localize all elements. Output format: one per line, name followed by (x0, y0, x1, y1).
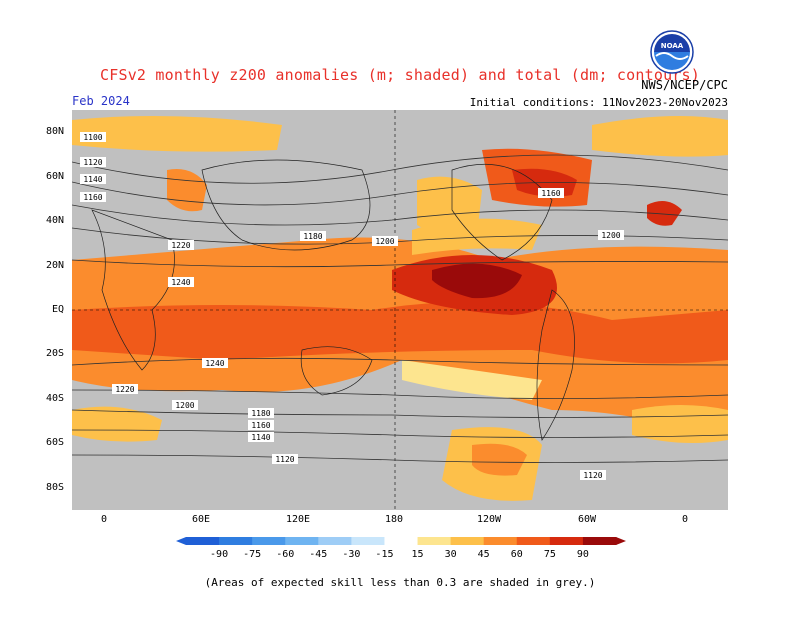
forecast-month: Feb 2024 (72, 94, 130, 108)
colorbar-swatch (384, 537, 419, 545)
contour-label: 1200 (175, 401, 194, 410)
lat-label: 60N (46, 171, 65, 182)
contour-label: 1100 (83, 133, 102, 142)
lat-label: 40S (46, 393, 65, 404)
colorbar-tick-label: -60 (276, 549, 294, 559)
contour-label: 1120 (583, 471, 602, 480)
lon-label: 0 (682, 514, 689, 525)
contour-label: 1160 (541, 189, 560, 198)
colorbar-swatch (417, 537, 452, 545)
contour-label: 1140 (83, 175, 102, 184)
colorbar-swatch (186, 537, 220, 545)
colorbar-swatch (318, 537, 352, 545)
contour-label: 1180 (303, 232, 322, 241)
contour-label: 1240 (171, 278, 190, 287)
colorbar-swatch (582, 537, 617, 545)
colorbar-tick-label: -15 (375, 549, 393, 559)
colorbar-swatch (549, 537, 584, 545)
colorbar-left-arrow (176, 537, 186, 545)
lon-label: 60W (578, 514, 597, 525)
lat-label: 80S (46, 482, 65, 493)
colorbar-tick-label: -45 (309, 549, 327, 559)
lon-label: 0 (101, 514, 108, 525)
lon-label: 120E (286, 514, 311, 525)
colorbar-tick-label: 15 (412, 549, 424, 559)
noaa-logo: NOAA (650, 30, 694, 74)
colorbar-swatch (285, 537, 319, 545)
colorbar-tick-label: 75 (544, 549, 556, 559)
lat-label: 80N (46, 126, 65, 137)
contour-label: 1220 (171, 241, 190, 250)
lat-label: 20N (46, 260, 65, 271)
colorbar-swatch (219, 537, 253, 545)
initial-conditions: Initial conditions: 11Nov2023-20Nov2023 (469, 96, 728, 109)
contour-label: 1220 (115, 385, 134, 394)
agency-label: NWS/NCEP/CPC (641, 78, 728, 92)
colorbar-tick-label: 45 (478, 549, 490, 559)
lat-label: 40N (46, 215, 65, 226)
colorbar-tick-label: -30 (342, 549, 360, 559)
colorbar-swatch (351, 537, 385, 545)
colorbar-tick-label: -90 (210, 549, 228, 559)
colorbar-swatch (450, 537, 485, 545)
lon-label: 120W (477, 514, 502, 525)
colorbar-tick-label: 60 (511, 549, 523, 559)
contour-label: 1120 (275, 455, 294, 464)
lat-label: 60S (46, 437, 65, 448)
contour-label: 1140 (251, 433, 270, 442)
contour-label: 1160 (251, 421, 270, 430)
colorbar: -90 -75 -60 -45 -30 -15 15 30 45 60 75 90 (176, 537, 626, 559)
map-title: CFSv2 monthly z200 anomalies (m; shaded)… (100, 66, 700, 84)
colorbar-swatch (516, 537, 551, 545)
contour-label: 1200 (375, 237, 394, 246)
contour-label: 1160 (83, 193, 102, 202)
lon-label: 60E (192, 514, 211, 525)
contour-label: 1180 (251, 409, 270, 418)
colorbar-tick-label: 90 (577, 549, 589, 559)
colorbar-swatch (483, 537, 518, 545)
skill-footnote: (Areas of expected skill less than 0.3 a… (204, 576, 596, 589)
colorbar-swatch (252, 537, 286, 545)
colorbar-right-arrow (616, 537, 626, 545)
lon-label: 180 (385, 514, 404, 525)
contour-label: 1120 (83, 158, 102, 167)
noaa-logo-text: NOAA (661, 42, 684, 50)
colorbar-tick-label: 30 (445, 549, 457, 559)
lat-label: 20S (46, 348, 65, 359)
lat-label: EQ (52, 304, 65, 315)
contour-label: 1200 (601, 231, 620, 240)
contour-label: 1240 (205, 359, 224, 368)
colorbar-tick-label: -75 (243, 549, 261, 559)
anomaly-map: 1100 1120 1140 1160 1180 1200 1220 1240 … (72, 110, 728, 510)
